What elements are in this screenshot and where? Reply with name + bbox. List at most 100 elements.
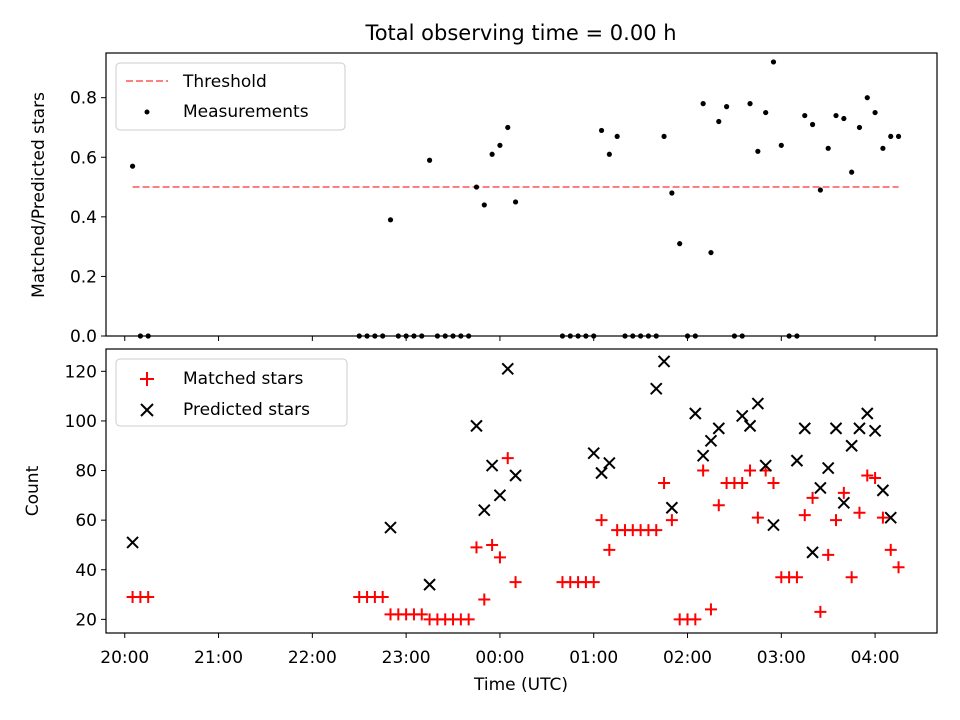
matched-star-point	[478, 593, 491, 606]
matched-legend-handle	[140, 372, 154, 386]
measurement-point	[802, 112, 808, 119]
predicted-star-point	[868, 424, 882, 438]
predicted-star-point	[665, 501, 679, 514]
x-tick-label: 03:00	[757, 648, 806, 668]
measurements-legend-handle	[144, 109, 150, 115]
top-y-ticks: 0.0 0.2 0.4 0.6 0.8	[70, 89, 106, 347]
top-y-tick-label: 0.4	[70, 208, 97, 228]
predicted-star-point	[798, 422, 811, 435]
x-tick-label: 23:00	[382, 648, 431, 668]
predicted-star-point	[814, 481, 827, 495]
predicted-star-point	[126, 536, 139, 549]
matched-star-point	[798, 509, 811, 522]
matched-star-point	[822, 548, 835, 561]
measurement-point	[895, 133, 902, 140]
matched-star-point	[650, 524, 663, 537]
predicted-legend-label: Predicted stars	[183, 400, 310, 420]
bottom-y-tick-label: 20	[75, 610, 97, 630]
measurement-point	[512, 199, 519, 205]
matched-star-point	[587, 576, 600, 589]
matched-star-point	[853, 506, 866, 519]
x-tick-label: 21:00	[194, 648, 243, 668]
predicted-star-point	[712, 422, 725, 435]
predicted-star-point	[657, 355, 671, 368]
measurement-point	[700, 101, 706, 107]
bottom-plot-panel: 20 40 60 80 100 120 20:00 21:00 22:00 23:00 00:00…	[23, 348, 938, 695]
bottom-y-tick-label: 40	[75, 561, 97, 581]
predicted-star-point	[470, 419, 483, 433]
threshold-legend-label: Threshold	[182, 72, 267, 92]
predicted-star-point	[861, 407, 874, 420]
matched-star-point	[658, 476, 671, 489]
measurement-point	[473, 184, 480, 190]
measurement-point	[614, 133, 620, 140]
bottom-y-ticks: 20 40 60 80 100 120	[65, 362, 106, 630]
measurement-point	[864, 95, 870, 101]
matched-star-point	[806, 491, 819, 504]
predicted-star-point	[767, 518, 780, 532]
measurement-point	[598, 127, 605, 134]
predicted-star-point	[876, 484, 890, 497]
top-y-tick-label: 0.8	[70, 89, 97, 109]
matched-star-point	[142, 591, 155, 604]
measurement-point	[505, 124, 511, 131]
matched-star-point	[790, 571, 803, 584]
matched-star-point	[869, 471, 882, 484]
bottom-y-axis-label: Count	[23, 465, 43, 516]
top-plot-panel: 0.00.20.40.60.8 Matched/Predicted stars …	[29, 52, 938, 347]
matched-star-point	[876, 511, 889, 524]
x-tick-label: 04:00	[851, 648, 900, 668]
predicted-star-point	[736, 409, 749, 423]
matched-star-point	[493, 551, 506, 564]
measurement-point	[669, 190, 675, 196]
predicted-star-point	[423, 578, 436, 591]
matched-star-point	[712, 499, 725, 512]
chart-title: Total observing time = 0.00 h	[364, 21, 676, 45]
matched-star-point	[845, 571, 858, 584]
matched-star-point	[892, 561, 905, 574]
predicted-star-point	[845, 439, 858, 452]
measurement-point	[833, 112, 839, 119]
matched-star-point	[736, 476, 749, 489]
matched-star-point	[751, 511, 764, 524]
predicted-star-point	[829, 422, 843, 435]
predicted-star-point	[501, 362, 514, 376]
predicted-legend-handle	[140, 403, 154, 417]
top-axes-frame	[105, 52, 938, 337]
measurement-point	[606, 151, 612, 157]
predicted-star-point	[806, 546, 819, 559]
measurement-point	[129, 163, 136, 169]
bottom-plot-marks	[126, 355, 905, 626]
predicted-star-point	[743, 419, 757, 433]
predicted-star-point	[595, 466, 608, 480]
predicted-star-point	[384, 521, 397, 534]
predicted-star-point	[884, 511, 897, 524]
matched-star-point	[595, 514, 608, 527]
matched-star-point	[704, 603, 717, 616]
predicted-star-point	[689, 407, 702, 420]
matched-star-point	[814, 605, 827, 618]
matched-star-point	[830, 514, 843, 527]
top-y-tick-label: 0.2	[70, 267, 97, 287]
measurement-point	[716, 118, 722, 125]
predicted-star-point	[478, 504, 491, 517]
top-y-tick-label: 0.0	[70, 327, 97, 347]
predicted-star-point	[853, 422, 866, 435]
bottom-y-tick-label: 120	[65, 362, 97, 382]
measurement-point	[387, 217, 394, 223]
measurement-point	[856, 124, 863, 131]
measurement-point	[489, 151, 495, 157]
bottom-legend-box	[115, 358, 348, 427]
x-tick-label: 00:00	[475, 648, 524, 668]
measurements-legend-label: Measurements	[183, 102, 309, 122]
predicted-star-point	[759, 459, 772, 472]
top-y-tick-label: 0.6	[70, 148, 97, 168]
predicted-star-point	[650, 382, 663, 395]
measurement-point	[708, 249, 714, 256]
measurement-point	[747, 101, 753, 107]
measurement-point	[872, 109, 878, 116]
predicted-star-point	[587, 446, 600, 460]
x-tick-label: 20:00	[100, 648, 149, 668]
bottom-y-tick-label: 100	[65, 412, 97, 432]
x-tick-label: 01:00	[569, 648, 618, 668]
